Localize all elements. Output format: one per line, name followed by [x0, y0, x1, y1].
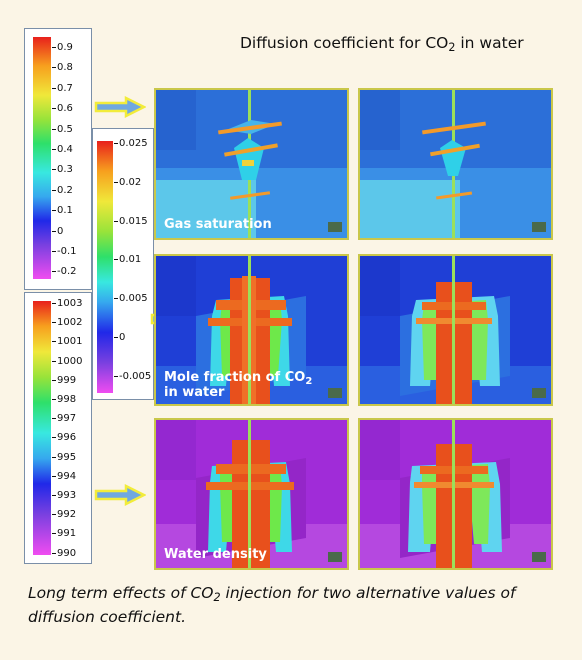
water-density-tick-9: 994 [51, 470, 77, 482]
mole-fraction-legend: 0.025 0.02 0.015 0.01 0.005 0 -0.005 [92, 128, 154, 400]
water-density-tick-8: 995 [51, 451, 77, 463]
mole-fraction-tick-3: 0.01 [113, 254, 142, 266]
mole-fraction-label-text: Mole fraction of CO [164, 370, 306, 385]
figure-title-text: Diffusion coefficient for CO [240, 34, 449, 52]
caption-text-end: injection for two alternative values of … [28, 584, 516, 626]
water-density-tick-1: 1002 [51, 317, 83, 329]
mole-fraction-label-subscript: 2 [305, 376, 313, 387]
mole-fraction-label-line2: in water [164, 385, 225, 400]
gas-saturation-panel-left: Gas saturation [154, 88, 349, 240]
figure-caption: Long term effects of CO2 injection for t… [28, 582, 548, 628]
mole-fraction-panel-left: Mole fraction of CO2 in water [154, 254, 349, 406]
mole-fraction-tick-5: 0 [113, 332, 126, 343]
water-density-plot-right [360, 420, 551, 568]
water-density-tick-12: 991 [51, 528, 77, 540]
mole-fraction-tick-2: 0.015 [114, 215, 148, 227]
gas-saturation-tick-2: 0.7 [52, 82, 73, 94]
mole-fraction-tick-0: 0.025 [114, 138, 148, 149]
figure-title-subscript: 2 [448, 41, 456, 55]
mole-fraction-plot-right [360, 256, 551, 404]
gas-saturation-tick-0: 0.9 [52, 42, 73, 53]
water-density-panel-left: Water density [154, 418, 349, 570]
gas-saturation-tick-6: 0.3 [52, 164, 73, 176]
gas-saturation-legend: 0.9 0.8 0.7 0.6 0.5 0.4 0.3 0.2 0.1 0 -0.1 -0.2 [24, 28, 92, 290]
mole-fraction-plot-left [156, 256, 347, 404]
gas-saturation-plot-left [156, 90, 347, 238]
gas-saturation-plot-right [360, 90, 551, 238]
gas-saturation-tick-4: 0.5 [52, 123, 73, 135]
figure-title-suffix: in water [455, 34, 524, 52]
mole-fraction-tick-1: 0.02 [113, 176, 142, 188]
mole-fraction-tick-4: 0.005 [114, 293, 148, 305]
water-density-tick-11: 992 [51, 509, 77, 521]
gas-saturation-colorbar [33, 37, 51, 279]
figure-title: Diffusion coefficient for CO2 in water [240, 34, 524, 55]
water-density-tick-5: 998 [51, 394, 77, 405]
gas-saturation-tick-8: 0.1 [52, 205, 73, 217]
gas-saturation-tick-3: 0.6 [52, 103, 73, 115]
water-density-panel-right [358, 418, 553, 570]
water-density-colorbar [33, 301, 51, 555]
water-density-plot-left [156, 420, 347, 568]
gas-saturation-label: Gas saturation [164, 217, 272, 232]
gas-saturation-tick-11: -0.2 [52, 266, 77, 278]
arrow-to-gas-saturation [94, 96, 146, 118]
arrow-to-water-density [94, 484, 146, 506]
water-density-label: Water density [164, 547, 267, 562]
mole-fraction-colorbar [97, 141, 113, 393]
water-density-tick-7: 996 [51, 432, 77, 444]
water-density-tick-4: 999 [51, 374, 77, 386]
gas-saturation-panel-right [358, 88, 553, 240]
gas-saturation-tick-9: 0 [51, 225, 64, 237]
mole-fraction-panel-right [358, 254, 553, 406]
water-density-legend: 1003 1002 1001 1000 999 998 997 996 995 994 993 992… [24, 292, 92, 564]
caption-subscript: 2 [213, 591, 221, 605]
gas-saturation-tick-1: 0.8 [52, 62, 73, 74]
gas-saturation-tick-10: -0.1 [52, 246, 77, 257]
water-density-tick-13: 990 [51, 547, 77, 559]
water-density-tick-3: 1000 [51, 355, 83, 367]
water-density-tick-0: 1003 [51, 298, 83, 309]
water-density-tick-6: 997 [51, 413, 77, 425]
water-density-tick-10: 993 [51, 490, 77, 501]
gas-saturation-tick-5: 0.4 [52, 144, 73, 155]
mole-fraction-tick-6: -0.005 [113, 370, 152, 382]
mole-fraction-label: Mole fraction of CO2 in water [164, 371, 312, 400]
gas-saturation-tick-7: 0.2 [52, 184, 73, 196]
caption-text: Long term effects of CO [28, 584, 214, 602]
water-density-tick-2: 1001 [51, 336, 83, 348]
